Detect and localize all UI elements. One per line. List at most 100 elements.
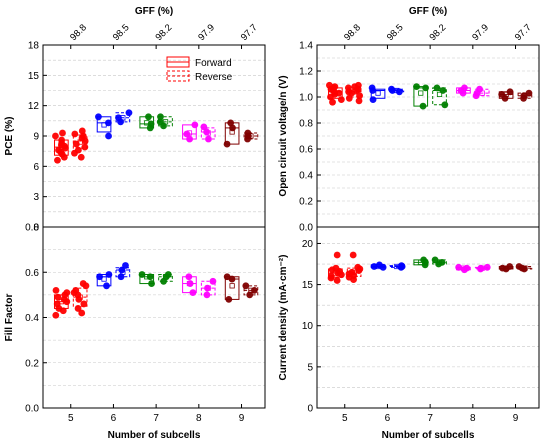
data-point: [80, 300, 88, 308]
data-point: [191, 121, 199, 129]
mean-marker: [229, 283, 235, 289]
data-point: [53, 300, 61, 308]
data-point: [463, 264, 471, 272]
data-point: [52, 132, 59, 140]
data-point: [483, 263, 491, 271]
y-tick-label: 3: [33, 192, 39, 203]
data-point: [370, 263, 378, 270]
data-point: [395, 88, 403, 96]
data-point: [71, 130, 79, 138]
data-point: [200, 123, 208, 131]
top-tick-label: 97.7: [513, 22, 534, 43]
data-point: [327, 272, 335, 280]
data-point: [413, 83, 420, 90]
data-point: [246, 291, 254, 299]
data-point: [431, 256, 439, 264]
box-forward: [370, 88, 386, 99]
y-tick-label: 15: [28, 71, 40, 82]
y-tick-label: 6: [33, 162, 39, 173]
y-axis-label: Fill Factor: [4, 294, 15, 342]
y-tick-label: 20: [302, 239, 314, 250]
data-point: [376, 261, 383, 269]
data-point: [515, 263, 523, 270]
data-point: [115, 114, 122, 122]
x-tick-label: 6: [385, 413, 391, 424]
top-tick-label: 98.8: [68, 22, 89, 43]
data-point: [356, 92, 363, 100]
legend-label-forward: Forward: [195, 58, 232, 69]
y-tick-label: 0.8: [25, 223, 39, 234]
y-tick-label: 0: [307, 404, 313, 415]
top-tick-label: 98.2: [427, 22, 448, 43]
data-point: [204, 284, 211, 292]
data-point: [54, 156, 61, 164]
box-reverse: [72, 287, 88, 307]
data-point: [250, 286, 258, 294]
y-tick-label: 0.4: [299, 171, 313, 182]
y-axis-label: Current density (mA·cm⁻²): [278, 255, 289, 381]
y-tick-label: 18: [28, 41, 40, 52]
data-point: [52, 286, 60, 294]
y-tick-label: 0.0: [299, 223, 313, 234]
data-point: [78, 127, 86, 135]
x-tick-label: 5: [342, 413, 348, 424]
data-point: [337, 96, 345, 103]
y-tick-label: 5: [307, 362, 313, 373]
data-point: [104, 119, 112, 127]
top-tick-label: 98.5: [385, 22, 406, 43]
y-tick-label: 9: [33, 132, 39, 143]
data-point: [72, 286, 80, 294]
mean-marker: [375, 90, 381, 96]
mean-marker: [418, 90, 424, 96]
data-point: [439, 87, 447, 94]
data-point: [355, 97, 363, 105]
y-tick-label: 0: [33, 223, 39, 234]
y-axis-label: PCE (%): [4, 117, 15, 156]
top-tick-label: 98.5: [111, 22, 132, 43]
data-point: [369, 96, 377, 103]
data-point: [326, 81, 333, 89]
data-point: [118, 266, 126, 274]
y-tick-label: 0.2: [25, 358, 39, 369]
top-tick-label: 97.7: [239, 22, 260, 43]
data-point: [333, 277, 341, 284]
data-point: [227, 119, 235, 127]
data-point: [441, 101, 449, 109]
chart-panel-bottom-right: 0 5 10 15 20 Current density (mA·cm⁻²) 5 6 7 8 9 Nu…: [278, 226, 540, 441]
data-point: [354, 263, 362, 271]
data-point: [185, 273, 193, 281]
data-point: [183, 130, 191, 138]
data-point: [520, 92, 528, 100]
data-point: [186, 135, 194, 143]
legend-label-reverse: Reverse: [195, 72, 233, 83]
chart-panel-bottom-left: 0.0 0.2 0.4 0.6 0.8 Fill Factor 5 6 7 8 9 Number of…: [4, 223, 266, 441]
data-point: [157, 113, 164, 121]
x-tick-label: 9: [513, 413, 519, 424]
data-point: [203, 128, 211, 136]
data-point: [354, 81, 362, 89]
data-point: [438, 258, 446, 266]
data-point: [333, 251, 341, 259]
data-point: [329, 98, 336, 106]
data-point: [54, 293, 62, 301]
data-point: [506, 263, 514, 270]
top-axis-label: GFF (%): [135, 6, 173, 17]
data-point: [156, 118, 164, 126]
mean-marker: [436, 91, 443, 97]
top-tick-label: 98.8: [342, 22, 363, 43]
data-point: [72, 140, 80, 148]
chart-panel-top-left: 0 3 6 9 12 15 18 PCE (%) 98.8 98.5 98.2 97.9 97.7 GFF…: [4, 6, 266, 234]
data-point: [105, 271, 113, 278]
data-point: [74, 305, 82, 312]
data-point: [477, 264, 485, 272]
data-point: [59, 129, 66, 137]
y-axis-label: Open circuit voltage/n (V): [278, 75, 289, 196]
y-tick-label: 0.4: [25, 313, 39, 324]
y-tick-label: 15: [302, 280, 314, 291]
data-point: [506, 88, 514, 96]
data-point: [498, 91, 506, 98]
box-reverse: [389, 265, 405, 268]
data-point: [63, 289, 71, 297]
data-point: [205, 135, 212, 143]
